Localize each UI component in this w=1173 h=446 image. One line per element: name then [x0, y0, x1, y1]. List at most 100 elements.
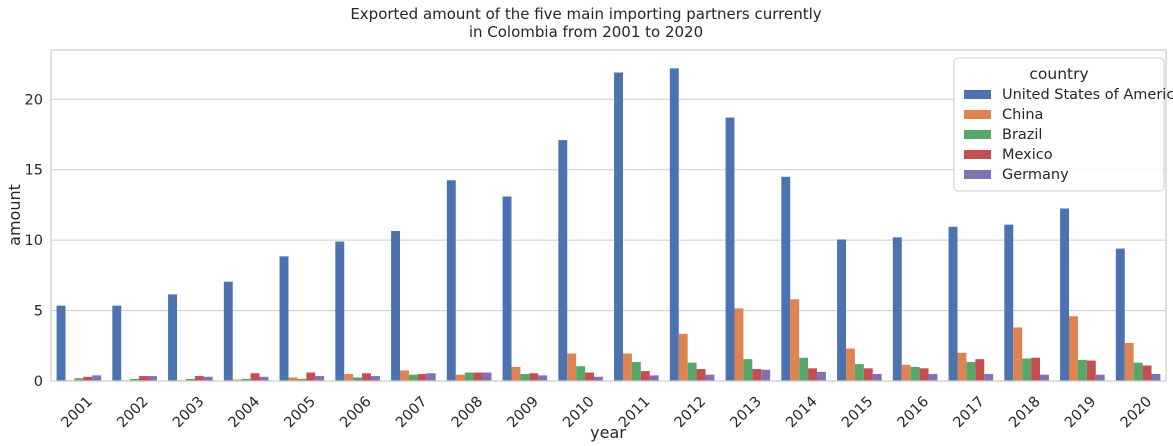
bar — [259, 376, 269, 381]
bar — [558, 140, 568, 381]
bar — [781, 176, 791, 381]
x-tick-label: 2009 — [505, 394, 542, 431]
x-axis-label: year — [590, 423, 626, 442]
series-bars — [92, 369, 1161, 381]
chart-title-line-2: in Colombia from 2001 to 2020 — [469, 23, 703, 41]
bar — [640, 371, 650, 381]
bar — [1004, 224, 1014, 381]
x-tick-label: 2001 — [59, 394, 96, 431]
x-tick-label: 2019 — [1062, 394, 1099, 431]
x-tick-label: 2002 — [114, 394, 151, 431]
bar — [371, 376, 380, 381]
plot-frame — [50, 49, 1167, 382]
legend: country United States of America China Bra… — [953, 57, 1173, 192]
bar — [1086, 360, 1096, 381]
bar — [473, 372, 483, 381]
bar — [984, 373, 994, 381]
bar — [966, 361, 976, 381]
bar — [399, 370, 409, 381]
bar — [761, 369, 771, 381]
bar — [743, 359, 753, 381]
bar — [446, 180, 456, 381]
bar — [892, 237, 902, 381]
legend-item: Brazil — [964, 127, 1042, 143]
x-tick-label: 2015 — [839, 394, 876, 431]
bars — [56, 68, 1161, 382]
bar — [585, 372, 595, 381]
bar — [185, 378, 195, 381]
bar — [1022, 358, 1032, 381]
bar — [1095, 374, 1105, 381]
bar — [148, 376, 157, 381]
x-tick-label: 2005 — [282, 394, 319, 431]
bar — [919, 368, 929, 381]
bar — [1040, 374, 1049, 381]
legend-swatch — [964, 130, 991, 139]
bar — [511, 366, 521, 381]
bar — [872, 373, 882, 381]
x-tick-label: 2016 — [895, 394, 932, 431]
bar — [362, 373, 372, 381]
bar — [705, 374, 715, 381]
bar — [948, 226, 958, 381]
bar — [678, 333, 688, 381]
bar — [168, 294, 177, 381]
y-axis-label: amount — [5, 184, 24, 246]
x-tick-label: 2018 — [1006, 394, 1043, 431]
bar — [1142, 365, 1152, 381]
bar — [1060, 208, 1069, 381]
bar — [464, 372, 474, 381]
legend-items: United States of America China Brazil Mexic… — [964, 87, 1173, 183]
y-tick-labels: 0 5 10 15 20 — [25, 92, 43, 390]
bar — [622, 353, 632, 381]
bar — [734, 308, 744, 381]
bar — [631, 361, 641, 381]
bar — [203, 376, 213, 381]
bar — [687, 362, 697, 381]
series-bars — [83, 357, 1152, 381]
y-tick-label: 5 — [34, 304, 43, 320]
bar — [817, 371, 826, 381]
bar — [426, 373, 436, 381]
bar — [288, 377, 298, 381]
x-tick-label: 2003 — [170, 394, 207, 431]
series-bars — [56, 68, 1125, 382]
x-tick-label: 2012 — [672, 394, 709, 431]
legend-label: China — [1002, 107, 1043, 123]
bar — [502, 196, 512, 381]
bar — [1151, 373, 1161, 381]
bar — [910, 366, 920, 381]
legend-label: United States of America — [1002, 87, 1173, 103]
bar — [391, 230, 400, 381]
x-tick-label: 2007 — [393, 394, 430, 431]
bar — [223, 281, 233, 381]
bar — [790, 299, 800, 381]
bar — [139, 376, 149, 381]
bar — [854, 364, 864, 381]
bar — [306, 372, 316, 381]
bar — [696, 369, 706, 381]
bar — [241, 378, 251, 381]
bar — [335, 241, 345, 381]
bar — [614, 72, 623, 382]
x-tick-label: 2020 — [1118, 394, 1155, 431]
bar — [669, 68, 679, 381]
legend-swatch — [964, 90, 991, 99]
bar — [83, 376, 93, 381]
bar — [520, 373, 530, 381]
bar — [353, 377, 363, 381]
bar — [975, 359, 985, 381]
bar — [863, 368, 873, 381]
bar — [594, 376, 603, 381]
bar — [1077, 359, 1087, 381]
bar — [455, 374, 465, 381]
x-tick-label: 2008 — [449, 394, 486, 431]
legend-item: Germany — [964, 167, 1069, 183]
bar — [1031, 357, 1041, 381]
bar — [1133, 362, 1143, 381]
y-tick-label: 15 — [25, 163, 43, 179]
legend-label: Mexico — [1002, 147, 1053, 163]
bar — [799, 357, 809, 381]
chart-title: Exported amount of the five main importi… — [350, 5, 821, 41]
